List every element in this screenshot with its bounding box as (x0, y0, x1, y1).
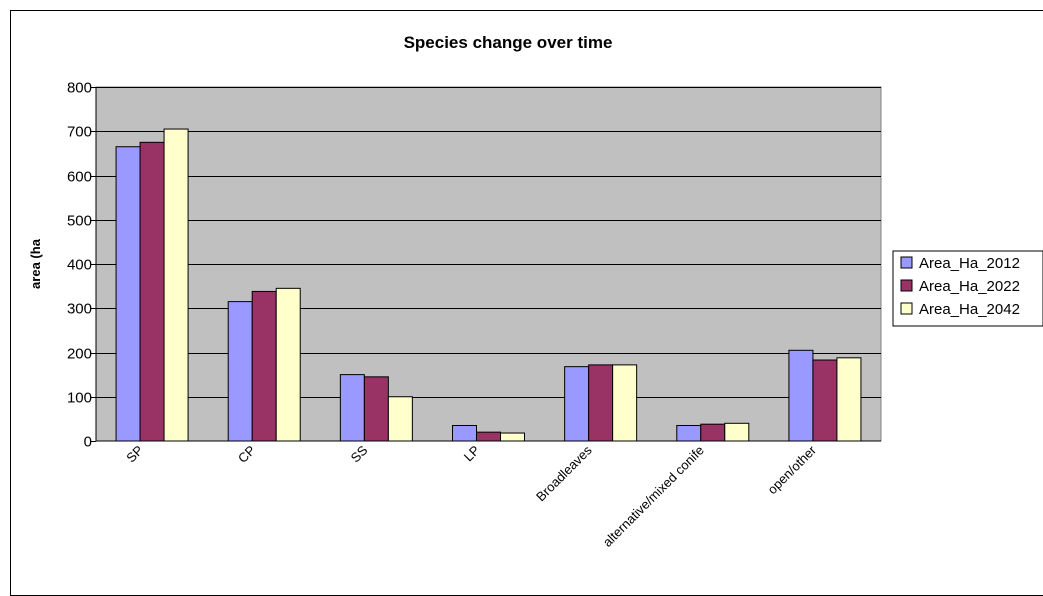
legend-label: Area_Ha_2022 (919, 278, 1020, 295)
legend-label: Area_Ha_2042 (919, 301, 1020, 318)
bar-area-ha-2022-1 (251, 290, 277, 442)
gridlines (96, 87, 881, 398)
bar-area-ha-2022-6 (812, 359, 838, 442)
bar-area-ha-2022-3 (476, 431, 501, 442)
bar-area-ha-2012-6 (788, 349, 814, 442)
bar-area-ha-2012-4 (564, 366, 590, 442)
bar-area-ha-2042-4 (612, 364, 638, 442)
bar-area-ha-2042-6 (836, 357, 862, 442)
bar-area-ha-2022-2 (363, 376, 389, 442)
y-axis-label: area (ha (28, 238, 43, 289)
legend-box (892, 250, 1043, 327)
y-tick-label: 200 (67, 346, 92, 363)
bar-area-ha-2042-2 (387, 396, 413, 442)
legend-label: Area_Ha_2012 (919, 255, 1020, 272)
legend-swatch (900, 279, 913, 292)
bar-area-ha-2012-1 (227, 301, 253, 442)
y-tick-label: 0 (84, 434, 92, 451)
y-tick-label: 100 (67, 390, 92, 407)
bar-area-ha-2042-3 (500, 432, 525, 442)
legend: Area_Ha_2012 Area_Ha_2022 Area_Ha_2042 (892, 250, 1043, 327)
y-tick-label: 300 (67, 301, 92, 318)
bar-area-ha-2022-5 (700, 423, 726, 442)
bar-area-ha-2012-5 (676, 425, 702, 442)
y-tick-label: 500 (67, 213, 92, 230)
y-tick-label: 600 (67, 169, 92, 186)
y-tick-label: 800 (67, 80, 92, 97)
legend-swatch (900, 256, 913, 269)
bar-area-ha-2012-3 (452, 425, 477, 442)
bars (115, 128, 862, 442)
chart-title: Species change over time (404, 33, 613, 52)
bar-area-ha-2022-0 (139, 141, 165, 442)
y-axis-ticks: 0 100 200 300 400 500 600 700 800 (67, 80, 96, 451)
legend-swatch (900, 302, 913, 315)
bar-area-ha-2042-0 (163, 128, 189, 442)
bar-area-ha-2012-0 (115, 146, 141, 442)
bar-area-ha-2042-1 (275, 287, 301, 442)
y-tick-label: 700 (67, 124, 92, 141)
y-tick-label: 400 (67, 257, 92, 274)
bar-area-ha-2042-5 (724, 422, 750, 442)
bar-area-ha-2012-2 (339, 374, 365, 442)
bar-area-ha-2022-4 (588, 364, 614, 442)
